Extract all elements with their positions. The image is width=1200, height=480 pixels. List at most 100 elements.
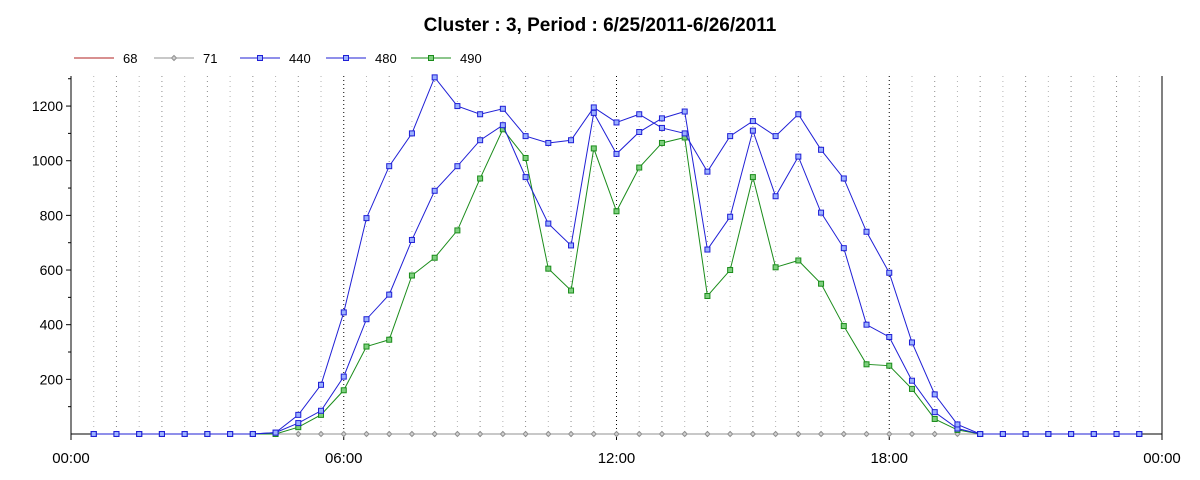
- data-point-440: [158, 431, 165, 437]
- plot-area: [71, 76, 1162, 434]
- data-point-71: [545, 430, 552, 438]
- data-point-440: [113, 431, 120, 437]
- legend: 68 71 440 480 490: [74, 51, 482, 66]
- data-point-480: [772, 193, 779, 200]
- data-point-480: [408, 236, 415, 243]
- chart-title: Cluster : 3, Period : 6/25/2011-6/26/201…: [424, 15, 777, 36]
- data-point-480: [863, 321, 870, 328]
- y-tick-label: 800: [40, 207, 64, 223]
- data-point-490: [931, 415, 938, 422]
- legend-item-490: 490: [411, 51, 482, 66]
- data-point-440: [386, 163, 393, 170]
- data-point-440: [363, 215, 370, 222]
- data-point-440: [136, 431, 143, 437]
- data-point-480: [431, 187, 438, 194]
- data-point-71: [636, 430, 643, 438]
- data-point-480: [931, 409, 938, 416]
- x-tick-label: 18:00: [870, 450, 908, 467]
- data-point-490: [568, 287, 575, 294]
- data-point-440: [477, 111, 484, 118]
- data-point-480: [499, 122, 506, 129]
- data-point-480: [681, 108, 688, 115]
- data-point-480: [590, 109, 597, 116]
- x-tick-label: 00:00: [52, 450, 90, 467]
- data-point-440: [863, 228, 870, 235]
- data-point-480: [658, 115, 665, 122]
- data-point-71: [567, 430, 575, 438]
- data-point-480: [636, 129, 643, 136]
- data-point-480: [704, 246, 711, 253]
- y-tick-label: 200: [40, 371, 64, 387]
- data-point-440: [249, 431, 256, 437]
- data-point-440: [227, 431, 234, 437]
- data-point-440: [568, 137, 575, 144]
- data-point-440: [295, 411, 302, 418]
- data-point-490: [727, 267, 734, 274]
- data-point-440: [840, 175, 847, 182]
- data-point-490: [749, 174, 756, 181]
- legend-item-440: 440: [240, 51, 311, 66]
- data-point-440: [454, 103, 461, 110]
- legend-marker: [428, 55, 434, 61]
- data-point-440: [590, 104, 597, 111]
- data-point-490: [795, 257, 802, 264]
- data-point-490: [636, 164, 643, 171]
- data-point-440: [318, 381, 325, 388]
- data-point-71: [749, 430, 757, 438]
- x-tick-label: 00:00: [1143, 450, 1181, 467]
- data-point-71: [476, 430, 484, 438]
- data-point-440: [522, 133, 529, 140]
- data-point-480: [295, 420, 302, 427]
- data-point-480: [840, 245, 847, 252]
- data-point-71: [317, 430, 325, 438]
- data-point-71: [772, 430, 779, 438]
- data-point-440: [613, 119, 620, 126]
- data-point-440: [636, 111, 643, 118]
- data-point-71: [431, 430, 438, 438]
- data-point-440: [408, 130, 415, 137]
- data-point-71: [681, 430, 688, 438]
- data-point-440: [1068, 431, 1075, 437]
- legend-label: 440: [289, 51, 311, 66]
- legend-item-68: 68: [74, 51, 137, 66]
- data-point-71: [908, 430, 916, 438]
- data-point-440: [431, 74, 438, 81]
- data-point-440: [1113, 431, 1120, 437]
- data-point-440: [772, 133, 779, 140]
- data-point-490: [863, 361, 870, 368]
- legend-label: 68: [123, 51, 137, 66]
- x-tick-label: 06:00: [325, 450, 363, 467]
- legend-label: 490: [460, 51, 482, 66]
- data-point-480: [818, 209, 825, 216]
- data-point-480: [886, 333, 893, 340]
- data-point-490: [363, 343, 370, 350]
- data-point-480: [386, 291, 393, 298]
- series-layer: [90, 74, 1143, 438]
- data-point-480: [727, 213, 734, 220]
- data-point-71: [590, 430, 597, 438]
- data-point-480: [318, 407, 325, 414]
- data-point-490: [658, 139, 665, 146]
- data-point-480: [908, 377, 915, 384]
- data-point-440: [204, 431, 211, 437]
- data-point-71: [886, 430, 893, 438]
- data-point-490: [454, 227, 461, 234]
- data-point-440: [340, 309, 347, 316]
- data-point-490: [772, 264, 779, 271]
- data-point-480: [363, 316, 370, 323]
- data-point-440: [727, 133, 734, 140]
- data-point-480: [545, 220, 552, 227]
- data-point-490: [590, 145, 597, 152]
- data-point-490: [545, 265, 552, 272]
- data-point-440: [181, 431, 188, 437]
- data-point-71: [340, 430, 347, 438]
- y-tick-label: 1200: [32, 98, 63, 114]
- data-point-440: [272, 429, 279, 436]
- data-point-71: [840, 430, 847, 438]
- axes: 200 400 600 800 1000 1200 00:00 06:00 12:00 18:00…: [32, 76, 1181, 467]
- legend-marker: [257, 55, 263, 61]
- data-point-490: [818, 280, 825, 287]
- data-point-490: [840, 323, 847, 330]
- data-point-490: [522, 154, 529, 161]
